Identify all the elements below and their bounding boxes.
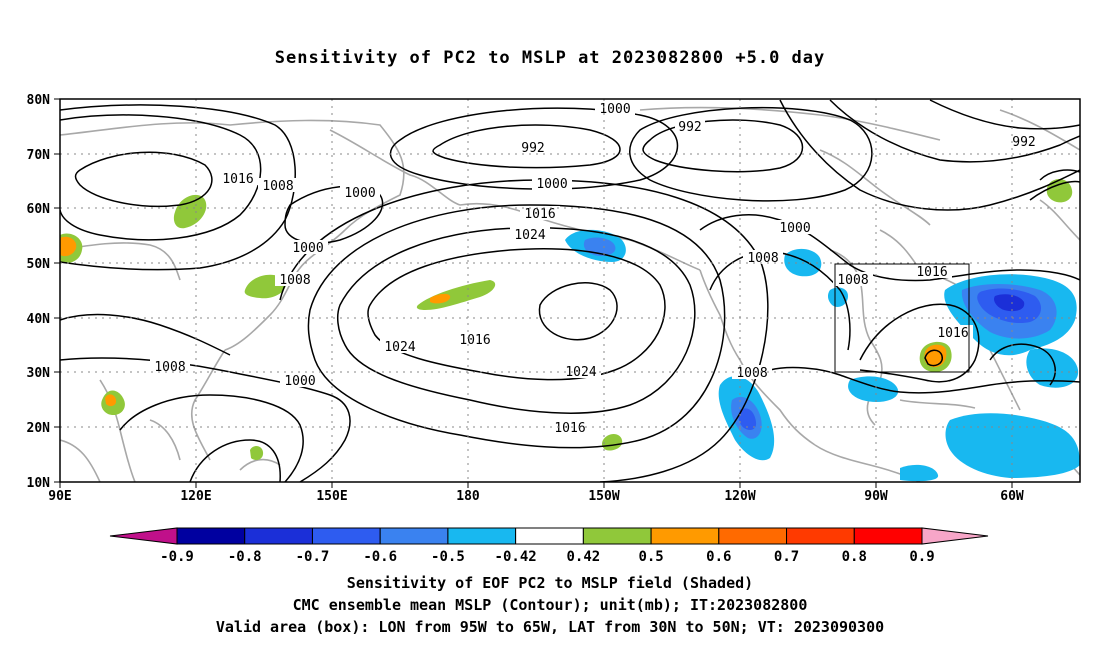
contour-label: 1016 [554, 421, 585, 436]
lat-label: 40N [27, 312, 51, 327]
colorbar-tick-label: 0.42 [567, 549, 601, 565]
contour-label: 1016 [524, 207, 555, 222]
colorbar-cell [582, 527, 652, 545]
map-frame [59, 98, 1081, 483]
contour-label: 1016 [459, 333, 490, 348]
contour-label: 1000 [344, 186, 375, 201]
contour-label: 1024 [565, 365, 596, 380]
colorbar-cell [176, 527, 246, 545]
lat-label: 20N [27, 421, 51, 436]
colorbar-cell [244, 527, 313, 545]
caption-block: Sensitivity of EOF PC2 to MSLP field (Sh… [0, 572, 1100, 638]
colorbar-tick-label: -0.42 [495, 549, 537, 565]
latitude-labels: 80N 70N 60N 50N 40N 30N 20N 10N [27, 93, 51, 491]
lon-label: 120W [724, 489, 755, 504]
lon-label: 90W [864, 489, 888, 504]
contour-label: 1024 [384, 340, 415, 355]
colorbar-tick-label: -0.7 [296, 549, 330, 565]
contour-label: 992 [1012, 135, 1035, 150]
lon-label: 120E [180, 489, 211, 504]
colorbar-cell [718, 527, 788, 545]
lat-label: 80N [27, 93, 51, 108]
caption-line-valid-area: Valid area (box): LON from 95W to 65W, L… [215, 618, 885, 636]
lat-label: 70N [27, 148, 51, 163]
longitude-labels: 90E 120E 150E 180 150W 120W 90W 60W [48, 489, 1024, 504]
colorbar-tick-label: -0.5 [431, 549, 465, 565]
contour-label: 1000 [292, 241, 323, 256]
graticule [60, 99, 1080, 482]
lat-label: 30N [27, 366, 51, 381]
colorbar-cell [650, 527, 720, 545]
axis-ticks [54, 98, 1013, 488]
contour-label: 1008 [154, 360, 185, 375]
contour-label: 1008 [837, 273, 868, 288]
contour-label: 1016 [916, 265, 947, 280]
colorbar-tick-label: 0.9 [909, 549, 934, 565]
plot-area: 1000 992 992 992 1016 1008 1000 1000 100… [60, 99, 1080, 482]
contour-label: 1000 [536, 177, 567, 192]
contour-label: 992 [678, 120, 701, 135]
colorbar-cell [311, 527, 381, 545]
colorbar-tick-label: 0.7 [774, 549, 799, 565]
lon-label: 150W [588, 489, 619, 504]
colorbar-tick-label: 0.5 [638, 549, 663, 565]
colorbar-tick-label: 0.6 [706, 549, 731, 565]
colorbar-tick-label: -0.8 [228, 549, 262, 565]
colorbar-cell [853, 527, 923, 545]
colorbar-tick-label: -0.9 [160, 549, 194, 565]
contour-label: 1024 [514, 228, 545, 243]
contour-label: 992 [521, 141, 544, 156]
contour-label: 1016 [222, 172, 253, 187]
contour-label: 1008 [279, 273, 310, 288]
colorbar-cells [176, 527, 923, 545]
mslp-contours [60, 99, 1080, 482]
colorbar-low-arrow [109, 527, 178, 545]
lon-label: 180 [456, 489, 480, 504]
lat-label: 60N [27, 202, 51, 217]
colorbar-high-arrow [921, 527, 989, 545]
shaded-regions [60, 178, 1080, 482]
colorbar-tick-label: -0.6 [363, 549, 397, 565]
colorbar-cell [447, 527, 517, 545]
lon-label: 150E [316, 489, 347, 504]
map-title: Sensitivity of PC2 to MSLP at 2023082800… [274, 48, 826, 68]
contour-label: 1000 [779, 221, 810, 236]
lon-label: 60W [1000, 489, 1024, 504]
caption-line-shading: Sensitivity of EOF PC2 to MSLP field (Sh… [346, 574, 754, 592]
lat-label: 10N [27, 476, 51, 491]
contour-label: 1008 [736, 366, 767, 381]
colorbar-cell [515, 527, 584, 545]
caption-line-contour: CMC ensemble mean MSLP (Contour); unit(m… [292, 596, 808, 614]
colorbar-tick-labels: -0.9 -0.8 -0.7 -0.6 -0.5 -0.42 0.42 0.5 0.6 0.7 0.… [160, 549, 935, 565]
colorbar: -0.9 -0.8 -0.7 -0.6 -0.5 -0.42 0.42 0.5 0.6 0.7 0.… [109, 527, 989, 565]
colorbar-cell [786, 527, 855, 545]
contour-label: 1008 [747, 251, 778, 266]
lat-label: 50N [27, 257, 51, 272]
contour-labels: 1000 992 992 992 1016 1008 1000 1000 100… [150, 101, 1039, 436]
contour-label: 1000 [284, 374, 315, 389]
contour-label: 1016 [937, 326, 968, 341]
valid-area-box [834, 263, 970, 373]
colorbar-cell [379, 527, 449, 545]
contour-label: 1000 [599, 102, 630, 117]
colorbar-tick-label: 0.8 [842, 549, 867, 565]
lon-label: 90E [48, 489, 71, 504]
contour-label: 1008 [262, 179, 293, 194]
